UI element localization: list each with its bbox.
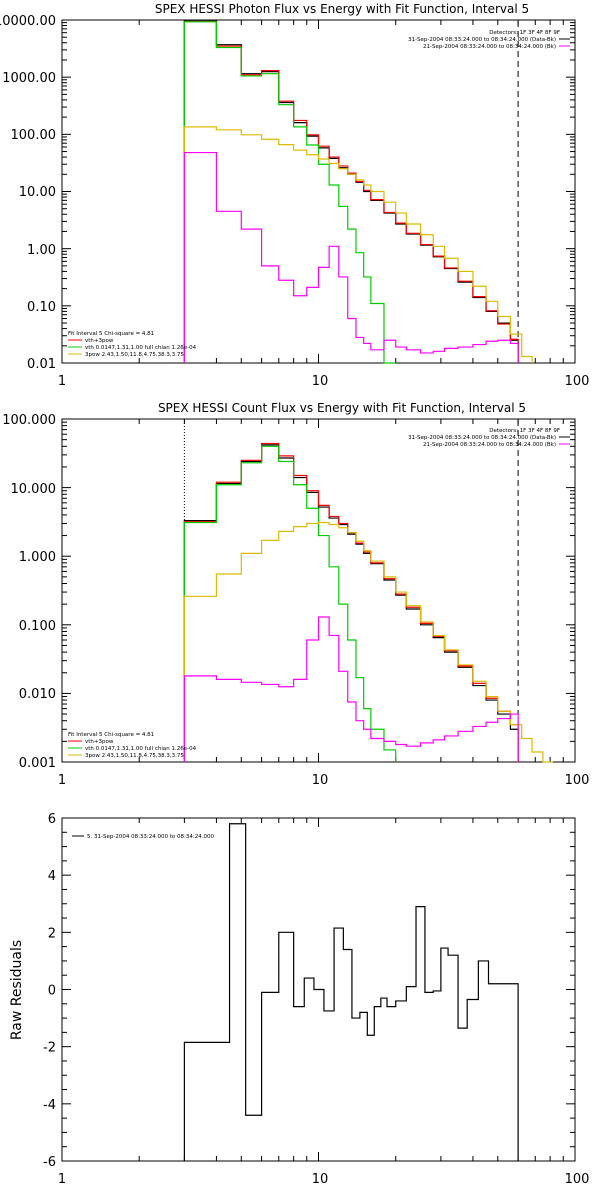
y-tick-label: 1.000 <box>19 550 56 565</box>
x-tick-label: 10 <box>312 374 329 389</box>
y-tick-label: 1000.00 <box>2 71 56 86</box>
series-line <box>183 20 519 363</box>
y-tick-label: 0.010 <box>19 687 56 702</box>
x-tick-label: 100 <box>565 1172 590 1187</box>
y-tick-label: 4 <box>48 869 56 884</box>
y-tick-label: 0.100 <box>19 619 56 634</box>
series-line <box>183 21 396 364</box>
y-tick-label: 1.00 <box>27 243 56 258</box>
y-tick-label: 2 <box>48 926 56 941</box>
x-tick-label: 10 <box>312 1172 329 1187</box>
y-tick-label: -2 <box>43 1041 56 1056</box>
y-tick-label: 0.01 <box>27 357 56 372</box>
y-tick-labels: -6 -4 -2 0 2 4 6 <box>43 812 56 1170</box>
series-line <box>183 521 553 763</box>
x-tick-label: 10 <box>312 773 329 788</box>
count-flux-panel: SPEX HESSI Count Flux vs Energy with Fit… <box>2 401 589 788</box>
y-tick-label: 0.001 <box>19 756 56 771</box>
y-tick-label: 6 <box>48 812 56 827</box>
series-line <box>183 444 519 762</box>
x-tick-label: 100 <box>565 374 590 389</box>
series-line <box>183 616 519 762</box>
series-group <box>183 20 533 364</box>
legend-3pow: 3pow 2.43,1.50,11.8,4.75,38.3,3.75 <box>85 753 184 759</box>
legend-bk-interval: 21-Sep-2004 08:33:24.000 to 08:34:24.000… <box>423 44 556 50</box>
legend-fit-interval: Fit Interval 5 Chi-square = 4.81 <box>68 331 154 337</box>
chart-title: SPEX HESSI Count Flux vs Energy with Fit… <box>158 401 526 415</box>
y-tick-label: 10000.00 <box>0 14 56 29</box>
y-tick-label: 0 <box>48 984 56 999</box>
legend-data-interval: 31-Sep-2004 08:33:24.000 to 08:34:24.000… <box>408 37 556 43</box>
y-tick-label: 100.00 <box>11 128 57 143</box>
legend-model: vth+3pow <box>85 338 114 344</box>
legend-3pow: 3pow 2.43,1.50,11.8,4.75,38.3,3.75 <box>85 352 184 358</box>
legend-vth: vth 0.0147,1.31,1.00 full chian 1.26e-04 <box>85 746 197 752</box>
y-tick-label: 10.00 <box>19 185 56 200</box>
legend-fit-interval: Fit Interval 5 Chi-square = 4.81 <box>68 732 154 738</box>
legend-vth: vth 0.0147,1.31,1.00 full chian 1.26e-04 <box>85 345 197 351</box>
y-tick-label: -4 <box>43 1098 56 1113</box>
legend-bk-interval: 21-Sep-2004 08:33:24.000 to 08:34:24.000… <box>423 442 556 448</box>
x-tick-label: 1 <box>58 374 66 389</box>
x-tick-label: 1 <box>58 1172 66 1187</box>
series-line <box>183 126 533 363</box>
residual-legend: 5. 31-Sep-2004 08:33:24.000 to 08:34:24.… <box>87 834 214 840</box>
legend-data-interval: 31-Sep-2004 08:33:24.000 to 08:34:24.000… <box>408 435 556 441</box>
legend-detectors: Detectors: 1F 3F 4F 8F 9F <box>489 428 560 434</box>
residuals-panel: 1 10 100 -6 -4 -2 0 2 4 6 Raw Residuals 5. 31-… <box>9 812 589 1187</box>
y-axis-label: Raw Residuals <box>9 940 25 1040</box>
tick-marks <box>61 418 576 763</box>
series-line <box>183 151 519 363</box>
series-line <box>183 823 519 1161</box>
photon-flux-panel: SPEX HESSI Photon Flux vs Energy with Fi… <box>0 2 589 389</box>
legend-detectors: Detectors: 1F 3F 4F 8F 9F <box>489 30 560 36</box>
tick-marks <box>61 19 576 364</box>
y-tick-label: 100.000 <box>2 413 56 428</box>
series-line <box>183 442 519 762</box>
x-tick-label: 100 <box>565 773 590 788</box>
series-group <box>183 442 553 763</box>
x-tick-label: 1 <box>58 773 66 788</box>
vertical-markers <box>183 420 519 762</box>
series-group <box>183 823 519 1161</box>
y-tick-label: 10.000 <box>11 482 57 497</box>
chart-title: SPEX HESSI Photon Flux vs Energy with Fi… <box>155 2 529 16</box>
y-tick-label: -6 <box>43 1155 56 1170</box>
vertical-markers <box>183 21 519 363</box>
series-line <box>183 20 519 363</box>
series-line <box>183 445 397 762</box>
y-tick-label: 0.10 <box>27 300 56 315</box>
legend-model: vth+3pow <box>85 739 114 745</box>
